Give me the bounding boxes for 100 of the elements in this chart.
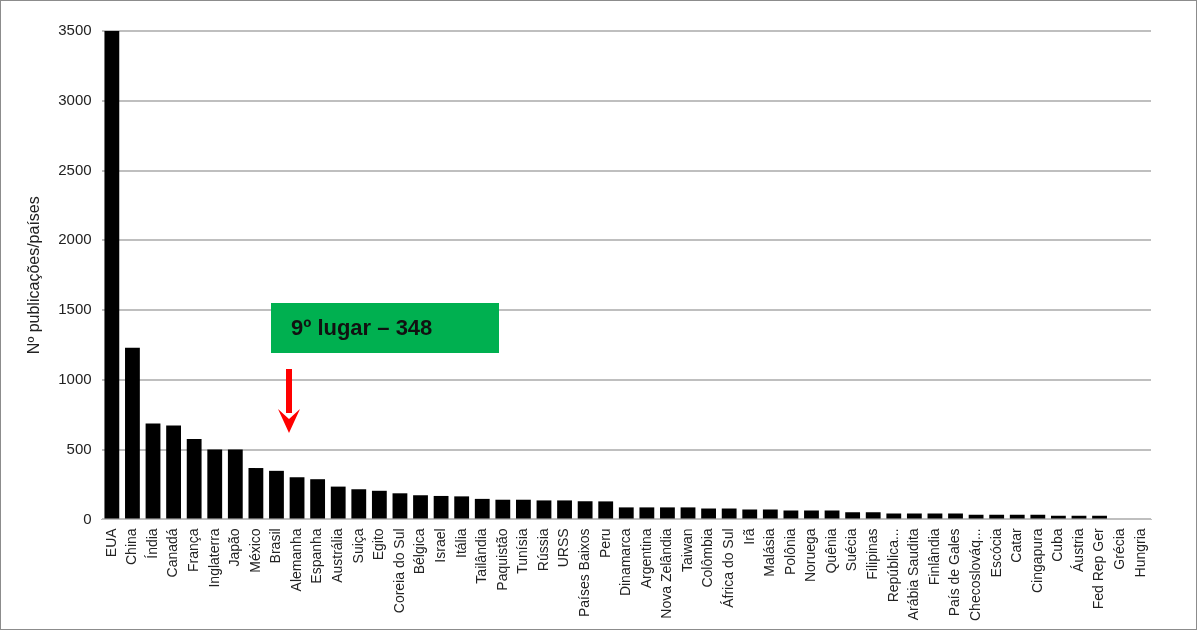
x-tick-label: Noruega — [802, 528, 819, 583]
bar — [433, 495, 449, 519]
x-tick-label: Quênia — [822, 528, 839, 574]
y-tick-label: 1000 — [58, 369, 92, 387]
x-tick-label: Cuba — [1049, 528, 1066, 562]
x-tick-label: Israel — [431, 528, 448, 563]
x-tick-label: Tunísia — [514, 528, 531, 574]
bar — [948, 513, 963, 519]
x-tick-label: Bélgica — [411, 528, 428, 575]
x-tick-label: Austrália — [329, 528, 346, 583]
bar — [166, 425, 181, 519]
bar — [413, 495, 428, 519]
x-tick-label: Canadá — [164, 528, 181, 578]
x-tick-label: Colômbia — [699, 528, 716, 588]
x-tick-label: Coreia do Sul — [390, 528, 407, 614]
x-tick-label: Tailândia — [473, 528, 490, 584]
bar — [660, 507, 675, 519]
x-tick-label: Dinamarca — [617, 528, 634, 597]
x-tick-label: EUA — [102, 527, 119, 558]
bar — [639, 507, 655, 519]
y-tick-label: 0 — [83, 509, 92, 527]
x-tick-label: Suiça — [349, 528, 366, 564]
bar — [104, 31, 120, 519]
bar — [701, 508, 716, 519]
bar — [557, 500, 572, 519]
x-tick-label: Suécia — [843, 528, 860, 572]
x-tick-label: Finlândia — [925, 528, 942, 586]
x-tick-label: Grécia — [1110, 528, 1127, 570]
x-tick-label: Taiwan — [678, 528, 695, 572]
x-tick-label: Itália — [452, 528, 469, 558]
x-tick-label: Áustria — [1069, 528, 1086, 572]
x-tick-label: Cingapura — [1028, 528, 1045, 593]
x-tick-label: Irã — [740, 528, 757, 545]
x-tick-label: Argentina — [637, 528, 654, 589]
x-tick-label: Alemanha — [287, 528, 304, 592]
bar — [227, 449, 243, 519]
x-tick-label: Inglaterra — [205, 528, 222, 588]
bar — [186, 439, 202, 519]
y-tick-label: 3500 — [58, 21, 92, 39]
bar — [618, 507, 634, 519]
bar — [598, 501, 614, 519]
x-tick-label: México — [246, 528, 263, 573]
x-tick-label: Brasil — [267, 528, 284, 564]
bar — [577, 501, 593, 519]
bar — [495, 499, 511, 519]
x-tick-label: Polônia — [781, 528, 798, 576]
y-tick-label: 1500 — [58, 300, 92, 318]
bar — [742, 509, 758, 519]
bar — [721, 508, 737, 519]
bar — [886, 513, 902, 519]
bar — [927, 513, 943, 519]
x-tick-label: Catar — [1008, 528, 1025, 563]
bar — [762, 509, 778, 519]
x-tick-label: Peru — [596, 528, 613, 558]
x-tick-label: Filipinas — [864, 528, 881, 580]
x-tick-label: País de Gales — [946, 528, 963, 617]
x-tick-label: África do Sul — [720, 528, 737, 608]
bar — [371, 490, 387, 519]
x-tick-label: Malásia — [761, 528, 778, 577]
label-box: 9º lugar – 348 — [271, 303, 499, 353]
bar — [536, 500, 552, 519]
bar — [289, 477, 305, 519]
bar — [310, 479, 326, 519]
bar — [269, 470, 284, 519]
x-tick-label: Egito — [370, 528, 387, 561]
x-tick-label: Índia — [143, 528, 160, 559]
bar — [125, 347, 140, 519]
x-tick-label: Espanha — [308, 528, 325, 584]
bar — [515, 499, 531, 519]
x-tick-label: Checoslováq... — [966, 528, 983, 621]
x-tick-label: Arábia Saudita — [905, 528, 922, 621]
bar — [680, 507, 696, 519]
x-tick-label: Japão — [226, 528, 243, 567]
x-tick-label: URSS — [555, 528, 572, 568]
bar — [248, 468, 264, 519]
bar — [207, 449, 223, 519]
x-tick-label: França — [185, 528, 202, 572]
x-tick-label: Rússia — [534, 528, 551, 572]
y-tick-label: 500 — [66, 439, 92, 457]
y-tick-label: 2500 — [58, 160, 92, 178]
bar — [783, 510, 799, 519]
x-tick-label: Hungria — [1131, 528, 1148, 578]
bar — [330, 486, 346, 519]
x-tick-label: Paquistão — [493, 528, 510, 591]
bar — [845, 512, 861, 519]
x-tick-label: Nova Zelândia — [658, 528, 675, 619]
bar — [351, 489, 367, 519]
x-tick-label: República... — [884, 528, 901, 603]
bar — [804, 510, 819, 519]
bar — [145, 423, 161, 519]
bar — [906, 513, 922, 519]
bar — [392, 493, 408, 519]
bar — [865, 512, 881, 519]
x-tick-label: China — [123, 528, 140, 565]
x-tick-label: Países Baixos — [575, 528, 592, 618]
y-tick-label: 3000 — [58, 90, 92, 108]
y-axis-title: Nº publicações/países — [25, 196, 43, 355]
bar — [454, 496, 470, 519]
x-tick-label: Fed Rep Ger — [1090, 528, 1107, 610]
y-tick-label: 2000 — [58, 230, 92, 248]
